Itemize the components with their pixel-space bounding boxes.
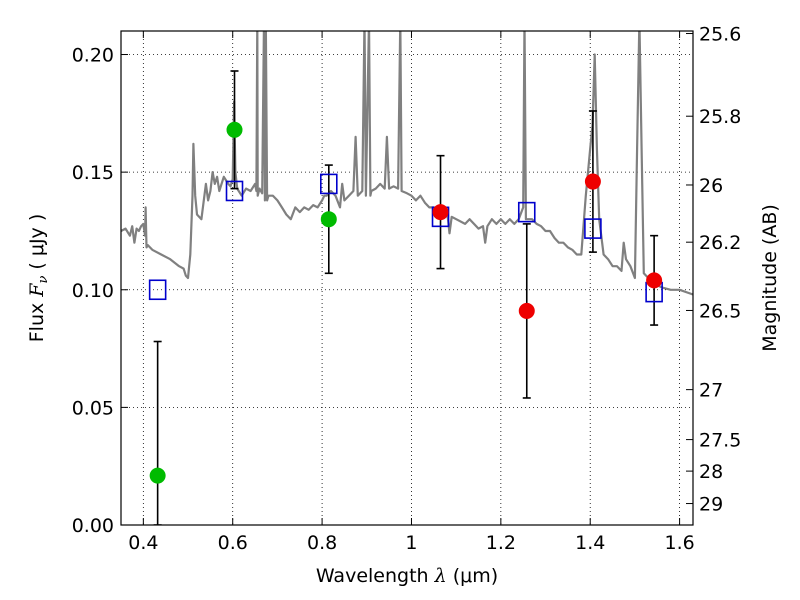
x-tick-label: 1.6	[664, 532, 694, 554]
plot-frame	[120, 30, 694, 526]
y-tick-label: 0.05	[72, 397, 114, 419]
photometry-red-point	[518, 302, 535, 319]
y-tick-label: 0.15	[72, 162, 114, 184]
y2-tick-label: 26.5	[699, 300, 741, 322]
photometry-green-point	[149, 467, 166, 484]
photometry-red-point	[584, 173, 601, 190]
x-tick-label: 1	[405, 532, 417, 554]
y2-tick-label: 26	[699, 175, 723, 197]
model-photometry-square	[584, 218, 602, 239]
photometry-green-point	[320, 211, 337, 228]
photometry-points	[149, 121, 663, 484]
model-photometry-square	[319, 173, 338, 195]
y-tick-label: 0.20	[72, 45, 114, 67]
model-photometry-square	[517, 201, 536, 223]
x-tick-label: 1.4	[575, 532, 605, 554]
photometry-red-point	[646, 272, 663, 289]
plot-area	[121, 31, 693, 525]
x-axis-label: Wavelength λ (μm)	[316, 565, 498, 587]
y2-axis-label: Magnitude (AB)	[759, 204, 781, 352]
y-axis-label: Flux Fν ( μJy )	[26, 214, 51, 343]
y2-tick-label: 25.8	[699, 106, 741, 128]
model-spectrum-line	[121, 31, 693, 296]
x-tick-label: 1.2	[486, 532, 516, 554]
x-tick-label: 0.8	[307, 532, 337, 554]
y2-tick-label: 25.6	[699, 24, 741, 46]
y2-tick-label: 26.2	[699, 232, 741, 254]
y2-tick-label: 29	[699, 494, 723, 516]
x-axis: 0.4 0.6 0.8 1 1.2 1.4 1.6	[128, 31, 695, 554]
y2-tick-label: 28	[699, 461, 723, 483]
model-photometry-square	[148, 279, 167, 301]
y2-axis: 25.6 25.8 26 26.2 26.5 27 27.5 28 29	[686, 24, 741, 516]
x-tick-label: 0.4	[128, 532, 158, 554]
photometry-red-point	[432, 204, 449, 221]
y-tick-label: 0.10	[72, 280, 114, 302]
y2-tick-label: 27	[699, 380, 723, 402]
model-photometry-square	[225, 180, 244, 202]
y2-tick-label: 27.5	[699, 430, 741, 452]
x-tick-label: 0.6	[218, 532, 248, 554]
y-tick-label: 0.00	[72, 515, 114, 537]
photometry-green-point	[226, 121, 243, 138]
y-axis: 0.00 0.05 0.10 0.15 0.20	[72, 45, 128, 537]
